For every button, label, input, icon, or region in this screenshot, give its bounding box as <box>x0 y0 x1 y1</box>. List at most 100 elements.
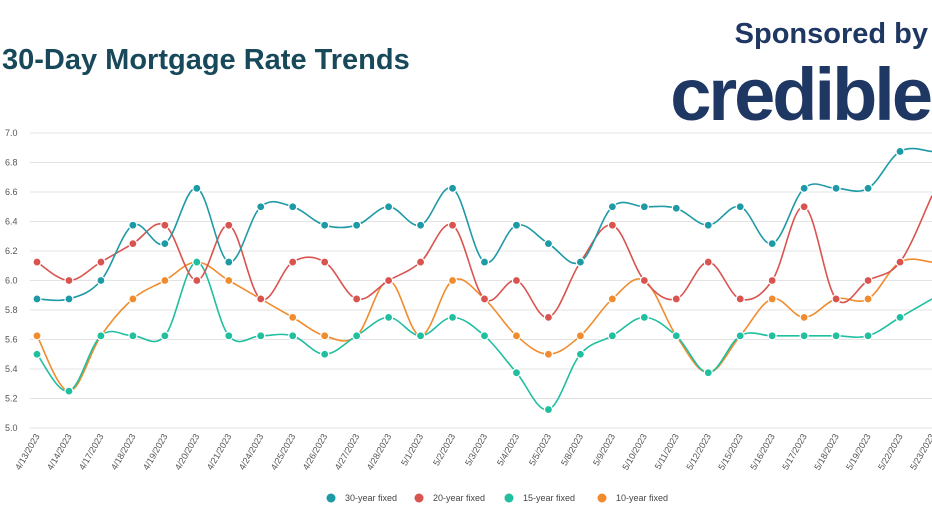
data-point-20-year-fixed <box>735 294 745 304</box>
x-tick-label: 5/17/2023 <box>780 432 809 472</box>
data-point-10-year-fixed <box>575 331 585 341</box>
data-point-10-year-fixed <box>607 294 617 304</box>
data-point-15-year-fixed <box>160 331 170 341</box>
y-tick-label: 5.4 <box>5 364 18 374</box>
data-point-20-year-fixed <box>352 294 362 304</box>
data-point-30-year-fixed <box>735 202 745 212</box>
data-point-20-year-fixed <box>224 220 234 230</box>
x-tick-label: 4/17/2023 <box>77 432 106 472</box>
data-point-20-year-fixed <box>607 220 617 230</box>
y-tick-label: 6.4 <box>5 217 18 227</box>
y-tick-label: 5.8 <box>5 305 18 315</box>
x-tick-label: 5/22/2023 <box>876 432 905 472</box>
data-point-15-year-fixed <box>128 331 138 341</box>
data-point-20-year-fixed <box>384 275 394 286</box>
data-point-10-year-fixed <box>543 349 554 359</box>
x-tick-label: 5/15/2023 <box>716 432 745 472</box>
data-point-30-year-fixed <box>415 220 426 230</box>
data-point-30-year-fixed <box>607 202 617 212</box>
data-point-15-year-fixed <box>735 331 745 341</box>
legend-marker-15-year-fixed <box>504 493 514 503</box>
x-tick-label: 4/21/2023 <box>205 432 234 472</box>
data-point-30-year-fixed <box>64 294 74 304</box>
data-point-15-year-fixed <box>639 312 649 322</box>
y-tick-label: 5.0 <box>5 423 18 433</box>
legend-label-20-year-fixed: 20-year fixed <box>433 493 485 503</box>
data-point-30-year-fixed <box>799 183 809 193</box>
data-point-15-year-fixed <box>447 312 458 322</box>
x-tick-label: 4/27/2023 <box>333 432 362 472</box>
data-point-15-year-fixed <box>831 331 841 341</box>
legend-label-10-year-fixed: 10-year fixed <box>616 493 668 503</box>
data-point-15-year-fixed <box>32 349 42 359</box>
data-point-20-year-fixed <box>415 257 426 267</box>
data-point-30-year-fixed <box>192 183 202 193</box>
data-point-15-year-fixed <box>895 312 905 322</box>
y-tick-label: 6.6 <box>5 187 18 197</box>
data-point-30-year-fixed <box>160 239 170 249</box>
data-point-15-year-fixed <box>703 368 713 378</box>
data-point-20-year-fixed <box>703 257 713 267</box>
data-point-10-year-fixed <box>160 275 170 286</box>
data-point-30-year-fixed <box>224 257 234 267</box>
data-point-20-year-fixed <box>320 257 330 267</box>
legend-marker-20-year-fixed <box>414 493 424 503</box>
data-point-15-year-fixed <box>799 331 809 341</box>
data-point-15-year-fixed <box>224 331 234 341</box>
data-point-10-year-fixed <box>863 294 873 304</box>
data-point-30-year-fixed <box>543 239 554 249</box>
data-point-30-year-fixed <box>767 239 777 249</box>
legend-label-30-year-fixed: 30-year fixed <box>345 493 397 503</box>
data-point-15-year-fixed <box>479 331 490 341</box>
y-tick-label: 6.8 <box>5 158 18 168</box>
data-point-20-year-fixed <box>447 220 458 230</box>
x-tick-label: 4/14/2023 <box>45 432 74 472</box>
data-point-20-year-fixed <box>128 239 138 249</box>
data-point-30-year-fixed <box>32 294 42 304</box>
data-point-20-year-fixed <box>671 294 681 304</box>
data-point-10-year-fixed <box>799 312 809 322</box>
x-tick-label: 5/10/2023 <box>620 432 649 472</box>
data-point-30-year-fixed <box>639 202 649 212</box>
data-point-15-year-fixed <box>415 331 426 341</box>
legend-marker-30-year-fixed <box>326 493 336 503</box>
data-point-30-year-fixed <box>128 220 138 230</box>
data-point-20-year-fixed <box>288 257 298 267</box>
data-point-30-year-fixed <box>384 202 394 212</box>
brand-logo[interactable]: credible <box>670 53 932 136</box>
data-point-30-year-fixed <box>511 220 522 230</box>
data-point-30-year-fixed <box>288 202 298 212</box>
data-point-15-year-fixed <box>96 331 106 341</box>
data-point-10-year-fixed <box>224 275 234 286</box>
x-tick-label: 5/23/2023 <box>908 432 932 472</box>
x-tick-label: 4/26/2023 <box>301 432 330 472</box>
x-tick-label: 5/8/2023 <box>559 432 585 467</box>
data-point-20-year-fixed <box>160 220 170 230</box>
x-tick-label: 5/11/2023 <box>653 432 681 471</box>
series-line-15-year-fixed <box>36 261 932 411</box>
x-tick-label: 5/5/2023 <box>527 432 553 467</box>
y-tick-label: 6.2 <box>5 246 18 256</box>
x-tick-label: 5/9/2023 <box>591 432 617 467</box>
data-point-20-year-fixed <box>64 275 74 286</box>
data-point-15-year-fixed <box>288 331 298 341</box>
data-point-20-year-fixed <box>831 294 841 304</box>
data-point-10-year-fixed <box>511 331 522 341</box>
data-point-30-year-fixed <box>575 257 585 267</box>
data-point-15-year-fixed <box>320 349 330 359</box>
data-point-10-year-fixed <box>288 312 298 322</box>
data-point-15-year-fixed <box>607 331 617 341</box>
data-point-30-year-fixed <box>863 183 873 193</box>
x-tick-label: 4/13/2023 <box>13 432 42 472</box>
data-point-20-year-fixed <box>767 275 777 286</box>
x-tick-label: 5/4/2023 <box>495 432 521 467</box>
y-tick-label: 6.0 <box>5 276 18 286</box>
data-point-10-year-fixed <box>32 331 42 341</box>
data-point-30-year-fixed <box>447 183 458 193</box>
series-line-30-year-fixed <box>36 147 932 302</box>
data-point-30-year-fixed <box>96 275 106 286</box>
x-tick-label: 5/3/2023 <box>463 432 489 467</box>
data-point-20-year-fixed <box>256 294 266 304</box>
data-point-30-year-fixed <box>352 220 362 230</box>
data-point-20-year-fixed <box>639 275 649 286</box>
